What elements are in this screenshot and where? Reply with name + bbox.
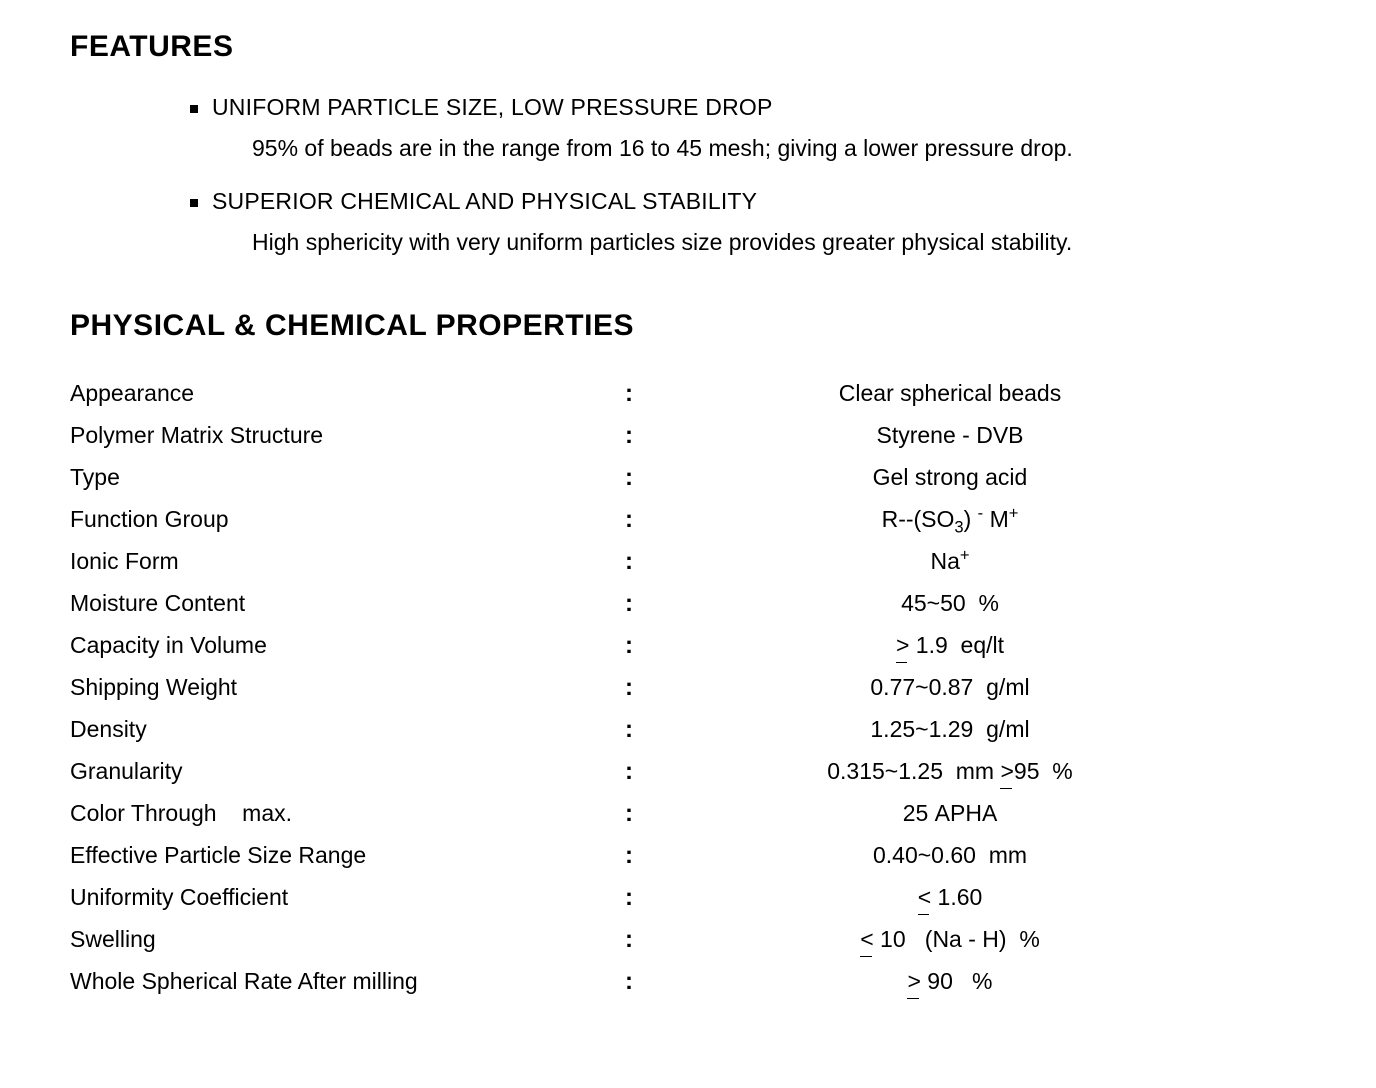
property-label: Polymer Matrix Structure bbox=[70, 415, 625, 455]
property-row: Effective Particle Size Range:0.40~0.60 … bbox=[70, 835, 1316, 877]
property-row: Swelling:< 10 (Na - H) % bbox=[70, 919, 1316, 961]
property-label: Color Through max. bbox=[70, 793, 625, 833]
feature-head: SUPERIOR CHEMICAL AND PHYSICAL STABILITY bbox=[190, 188, 1316, 215]
properties-table: Appearance:Clear spherical beadsPolymer … bbox=[70, 373, 1316, 1003]
property-label: Uniformity Coefficient bbox=[70, 877, 625, 917]
property-label: Effective Particle Size Range bbox=[70, 835, 625, 875]
features-heading: FEATURES bbox=[70, 30, 1316, 64]
document-page: FEATURES UNIFORM PARTICLE SIZE, LOW PRES… bbox=[0, 0, 1376, 1043]
property-label: Type bbox=[70, 457, 625, 497]
property-label: Swelling bbox=[70, 919, 625, 959]
property-colon: : bbox=[625, 457, 715, 499]
properties-heading: PHYSICAL & CHEMICAL PROPERTIES bbox=[70, 309, 1316, 343]
property-value: 45~50 % bbox=[715, 583, 1185, 623]
property-row: Shipping Weight:0.77~0.87 g/ml bbox=[70, 667, 1316, 709]
feature-title: UNIFORM PARTICLE SIZE, LOW PRESSURE DROP bbox=[212, 94, 773, 121]
property-label: Moisture Content bbox=[70, 583, 625, 623]
feature-head: UNIFORM PARTICLE SIZE, LOW PRESSURE DROP bbox=[190, 94, 1316, 121]
property-colon: : bbox=[625, 793, 715, 835]
property-row: Ionic Form:Na+ bbox=[70, 541, 1316, 583]
property-value: Gel strong acid bbox=[715, 457, 1185, 497]
property-row: Polymer Matrix Structure:Styrene - DVB bbox=[70, 415, 1316, 457]
property-label: Density bbox=[70, 709, 625, 749]
features-list: UNIFORM PARTICLE SIZE, LOW PRESSURE DROP… bbox=[190, 94, 1316, 259]
property-value: < 1.60 bbox=[715, 877, 1185, 917]
property-row: Whole Spherical Rate After milling:> 90 … bbox=[70, 961, 1316, 1003]
bullet-icon bbox=[190, 199, 198, 207]
property-value: Clear spherical beads bbox=[715, 373, 1185, 413]
property-value: R--(SO3) - M+ bbox=[715, 499, 1185, 539]
property-label: Appearance bbox=[70, 373, 625, 413]
property-colon: : bbox=[625, 961, 715, 1003]
feature-description: 95% of beads are in the range from 16 to… bbox=[252, 131, 1316, 166]
property-row: Capacity in Volume:> 1.9 eq/lt bbox=[70, 625, 1316, 667]
bullet-icon bbox=[190, 105, 198, 113]
property-value: > 90 % bbox=[715, 961, 1185, 1001]
property-value: < 10 (Na - H) % bbox=[715, 919, 1185, 959]
property-value: 0.40~0.60 mm bbox=[715, 835, 1185, 875]
property-colon: : bbox=[625, 541, 715, 583]
property-colon: : bbox=[625, 709, 715, 751]
property-row: Moisture Content:45~50 % bbox=[70, 583, 1316, 625]
property-colon: : bbox=[625, 919, 715, 961]
property-colon: : bbox=[625, 751, 715, 793]
property-colon: : bbox=[625, 499, 715, 541]
property-row: Appearance:Clear spherical beads bbox=[70, 373, 1316, 415]
property-row: Type:Gel strong acid bbox=[70, 457, 1316, 499]
property-value: 1.25~1.29 g/ml bbox=[715, 709, 1185, 749]
property-colon: : bbox=[625, 667, 715, 709]
feature-title: SUPERIOR CHEMICAL AND PHYSICAL STABILITY bbox=[212, 188, 757, 215]
property-row: Uniformity Coefficient:< 1.60 bbox=[70, 877, 1316, 919]
property-colon: : bbox=[625, 415, 715, 457]
property-label: Shipping Weight bbox=[70, 667, 625, 707]
property-row: Color Through max.:25 APHA bbox=[70, 793, 1316, 835]
property-label: Function Group bbox=[70, 499, 625, 539]
property-colon: : bbox=[625, 625, 715, 667]
property-colon: : bbox=[625, 835, 715, 877]
feature-description: High sphericity with very uniform partic… bbox=[252, 225, 1316, 260]
property-colon: : bbox=[625, 373, 715, 415]
property-value: Na+ bbox=[715, 541, 1185, 581]
property-row: Density:1.25~1.29 g/ml bbox=[70, 709, 1316, 751]
property-value: > 1.9 eq/lt bbox=[715, 625, 1185, 665]
property-label: Capacity in Volume bbox=[70, 625, 625, 665]
property-value: 0.315~1.25 mm >95 % bbox=[715, 751, 1185, 791]
feature-item: SUPERIOR CHEMICAL AND PHYSICAL STABILITY… bbox=[190, 188, 1316, 260]
property-value: Styrene - DVB bbox=[715, 415, 1185, 455]
property-label: Whole Spherical Rate After milling bbox=[70, 961, 625, 1001]
feature-item: UNIFORM PARTICLE SIZE, LOW PRESSURE DROP… bbox=[190, 94, 1316, 166]
property-row: Function Group:R--(SO3) - M+ bbox=[70, 499, 1316, 541]
property-value: 0.77~0.87 g/ml bbox=[715, 667, 1185, 707]
property-label: Ionic Form bbox=[70, 541, 625, 581]
property-colon: : bbox=[625, 583, 715, 625]
property-value: 25 APHA bbox=[715, 793, 1185, 833]
property-row: Granularity:0.315~1.25 mm >95 % bbox=[70, 751, 1316, 793]
property-label: Granularity bbox=[70, 751, 625, 791]
property-colon: : bbox=[625, 877, 715, 919]
